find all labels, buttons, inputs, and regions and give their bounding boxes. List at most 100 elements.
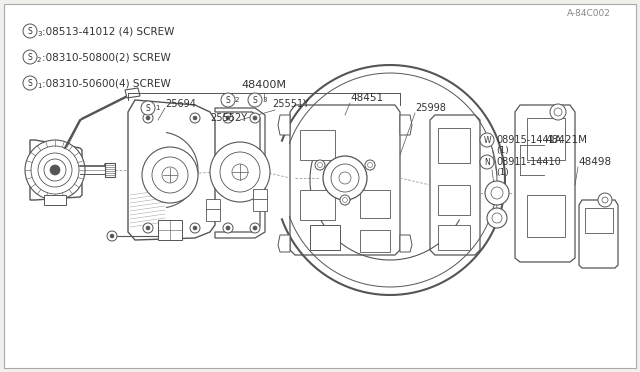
Polygon shape: [278, 235, 290, 252]
Text: 25694: 25694: [165, 99, 196, 109]
Text: 3: 3: [262, 97, 266, 103]
Text: W: W: [483, 135, 491, 144]
Text: 48421M: 48421M: [545, 135, 587, 145]
Circle shape: [323, 156, 367, 200]
Circle shape: [554, 108, 562, 116]
Circle shape: [146, 226, 150, 230]
Polygon shape: [253, 189, 267, 201]
Polygon shape: [290, 105, 400, 255]
Text: S: S: [28, 78, 33, 87]
Circle shape: [339, 172, 351, 184]
Circle shape: [367, 163, 372, 167]
Circle shape: [152, 157, 188, 193]
Circle shape: [598, 193, 612, 207]
Text: 08911-14410: 08911-14410: [496, 157, 561, 167]
Polygon shape: [30, 140, 82, 200]
Bar: [300, 190, 335, 220]
Text: (1): (1): [496, 145, 509, 154]
Circle shape: [23, 76, 37, 90]
Bar: [360, 190, 390, 218]
Circle shape: [162, 167, 178, 183]
Text: 48498: 48498: [578, 157, 611, 167]
Circle shape: [190, 223, 200, 233]
Bar: [527, 195, 565, 237]
Polygon shape: [278, 115, 290, 135]
Circle shape: [223, 113, 233, 123]
Polygon shape: [400, 115, 412, 135]
Text: S: S: [28, 52, 33, 61]
Circle shape: [485, 181, 509, 205]
Polygon shape: [206, 209, 220, 221]
Text: S: S: [28, 26, 33, 35]
Text: (1): (1): [496, 167, 509, 176]
Circle shape: [190, 113, 200, 123]
Circle shape: [210, 142, 270, 202]
Circle shape: [221, 93, 235, 107]
Circle shape: [226, 226, 230, 230]
Bar: [585, 208, 613, 233]
Text: 2: 2: [37, 57, 42, 63]
Circle shape: [143, 223, 153, 233]
Text: 25552Y: 25552Y: [210, 113, 247, 123]
Circle shape: [146, 116, 150, 120]
Circle shape: [141, 101, 155, 115]
Text: 48400M: 48400M: [241, 80, 287, 90]
Circle shape: [107, 231, 117, 241]
Circle shape: [23, 50, 37, 64]
Polygon shape: [125, 88, 140, 98]
Text: :08310-50800(2) SCREW: :08310-50800(2) SCREW: [42, 52, 171, 62]
Circle shape: [602, 197, 608, 203]
Polygon shape: [400, 235, 412, 252]
Text: S: S: [226, 96, 230, 105]
Circle shape: [253, 116, 257, 120]
Text: 1: 1: [37, 83, 42, 89]
Circle shape: [110, 234, 114, 238]
Circle shape: [25, 140, 85, 200]
Circle shape: [250, 113, 260, 123]
Circle shape: [487, 208, 507, 228]
Circle shape: [31, 146, 79, 194]
Text: 2: 2: [235, 97, 239, 103]
Circle shape: [142, 147, 198, 203]
Bar: [438, 225, 470, 250]
Circle shape: [317, 163, 323, 167]
Text: 1: 1: [155, 105, 159, 111]
Text: :08513-41012 (4) SCREW: :08513-41012 (4) SCREW: [42, 26, 174, 36]
Polygon shape: [206, 199, 220, 211]
Circle shape: [193, 116, 197, 120]
Circle shape: [50, 165, 60, 175]
Circle shape: [232, 164, 248, 180]
Polygon shape: [158, 220, 182, 240]
Text: N: N: [484, 157, 490, 167]
Circle shape: [491, 187, 503, 199]
Circle shape: [480, 155, 494, 169]
Polygon shape: [105, 163, 115, 177]
Circle shape: [550, 104, 566, 120]
Circle shape: [223, 223, 233, 233]
Circle shape: [226, 116, 230, 120]
Bar: [360, 230, 390, 252]
Bar: [438, 185, 470, 215]
Polygon shape: [253, 199, 267, 211]
Circle shape: [44, 159, 66, 181]
Text: 08915-1441A: 08915-1441A: [496, 135, 561, 145]
Bar: [438, 128, 470, 163]
Circle shape: [23, 24, 37, 38]
Circle shape: [331, 164, 359, 192]
Circle shape: [250, 223, 260, 233]
Polygon shape: [579, 200, 618, 268]
Polygon shape: [515, 105, 575, 262]
Text: S: S: [253, 96, 257, 105]
Text: 48451: 48451: [350, 93, 383, 103]
Circle shape: [492, 213, 502, 223]
Circle shape: [248, 93, 262, 107]
Bar: [300, 130, 335, 160]
Circle shape: [365, 160, 375, 170]
Circle shape: [340, 195, 350, 205]
Circle shape: [193, 226, 197, 230]
Circle shape: [220, 152, 260, 192]
Text: 3: 3: [37, 31, 42, 37]
Bar: [527, 118, 565, 160]
Polygon shape: [215, 108, 265, 238]
Polygon shape: [128, 100, 215, 240]
